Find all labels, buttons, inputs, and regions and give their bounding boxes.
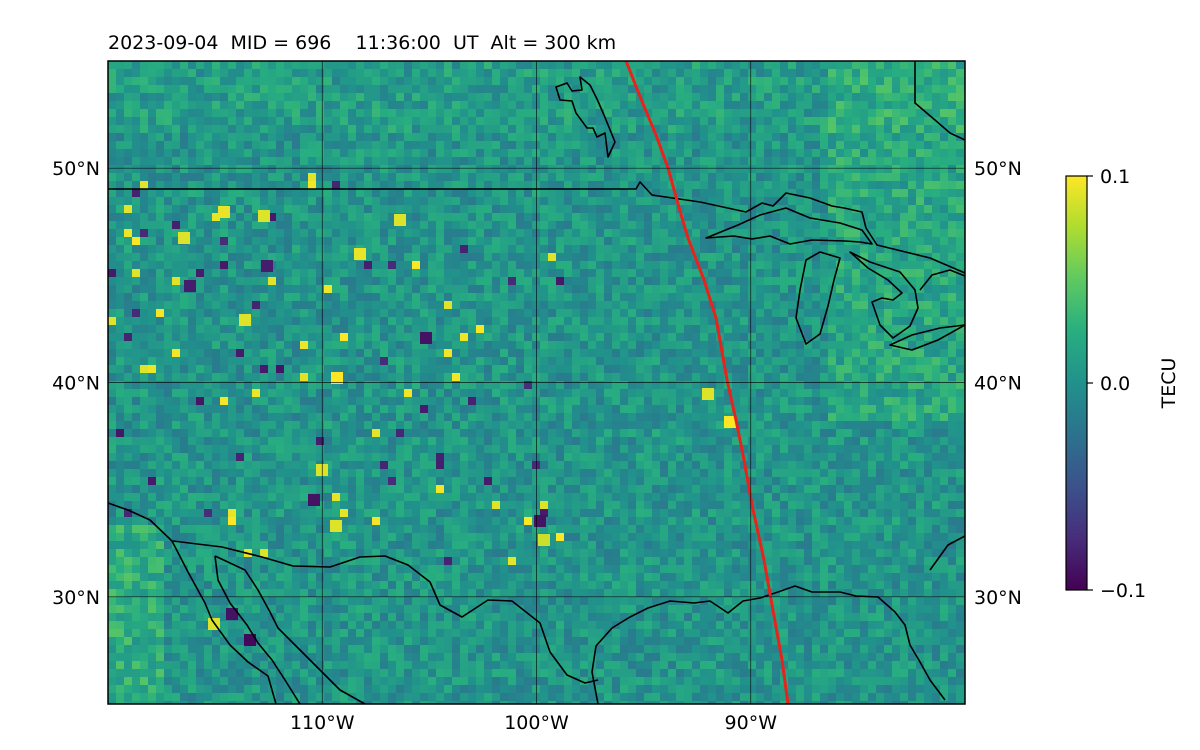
- terminator-line: [624, 61, 790, 704]
- tec-cell: [261, 260, 273, 272]
- tec-cell: [239, 314, 251, 326]
- tec-cell: [420, 332, 432, 344]
- tec-cell: [226, 608, 238, 620]
- lat-tick-label: 30°N: [52, 587, 100, 609]
- lake-erie: [889, 324, 965, 351]
- lake-michigan: [795, 251, 841, 345]
- latitude-labels-right: 30°N 40°N 50°N: [974, 158, 1022, 609]
- gulf-of-california-coast: [214, 555, 366, 704]
- colorbar-label: TECU: [1158, 358, 1180, 410]
- tec-cell: [178, 232, 190, 244]
- longitude-labels-bottom: 110°W 100°W 90°W: [290, 712, 777, 734]
- tec-cell: [258, 210, 270, 222]
- lat-tick-label: 40°N: [52, 373, 100, 395]
- tec-map: [108, 61, 965, 704]
- colorbar-ticks: 0.1 0.0 −0.1: [1087, 166, 1146, 602]
- tec-cell: [702, 388, 714, 400]
- us-canada-border: [108, 181, 965, 274]
- baja-inner-coast: [214, 555, 301, 704]
- tec-cell: [394, 214, 406, 226]
- lat-tick-label: 50°N: [52, 158, 100, 180]
- lon-tick-label: 100°W: [504, 712, 569, 734]
- colorbar-tick-label: −0.1: [1100, 580, 1146, 602]
- map-title: 2023-09-04 MID = 696 11:36:00 UT Alt = 3…: [108, 32, 616, 54]
- lat-tick-label: 30°N: [974, 587, 1022, 609]
- latitude-labels-left: 30°N 40°N 50°N: [52, 158, 100, 609]
- tec-cell: [184, 280, 196, 292]
- hudson-bay-shore: [914, 61, 965, 141]
- tec-cell: [244, 634, 256, 646]
- tec-heatmap-cells: [108, 61, 965, 704]
- coastlines-and-borders: [108, 61, 965, 704]
- lake-winnipeg: [555, 76, 616, 158]
- colorbar-tick-label: 0.0: [1100, 373, 1130, 395]
- lon-tick-label: 90°W: [725, 712, 778, 734]
- lat-tick-label: 40°N: [974, 373, 1022, 395]
- tec-cell: [330, 520, 342, 532]
- colorbar-gradient: [1065, 175, 1088, 591]
- baja-california: [108, 502, 277, 704]
- tec-cell: [538, 534, 550, 546]
- tec-cell: [534, 515, 546, 527]
- tec-cell: [724, 416, 736, 428]
- tec-cell: [218, 206, 230, 218]
- lon-tick-label: 110°W: [290, 712, 355, 734]
- tec-cell: [308, 494, 320, 506]
- tec-cell: [331, 372, 343, 384]
- map-frame: [107, 60, 966, 705]
- gridlines: [108, 61, 965, 704]
- colorbar-tick-label: 0.1: [1100, 166, 1130, 188]
- tec-cell: [354, 248, 366, 260]
- lake-superior: [705, 207, 873, 245]
- lake-ontario: [919, 269, 965, 291]
- lat-tick-label: 50°N: [974, 158, 1022, 180]
- florida-east-coast: [929, 535, 965, 571]
- lake-huron: [849, 251, 919, 339]
- us-mexico-border: [172, 540, 599, 684]
- colorbar: 0.1 0.0 −0.1 TECU: [1065, 166, 1180, 602]
